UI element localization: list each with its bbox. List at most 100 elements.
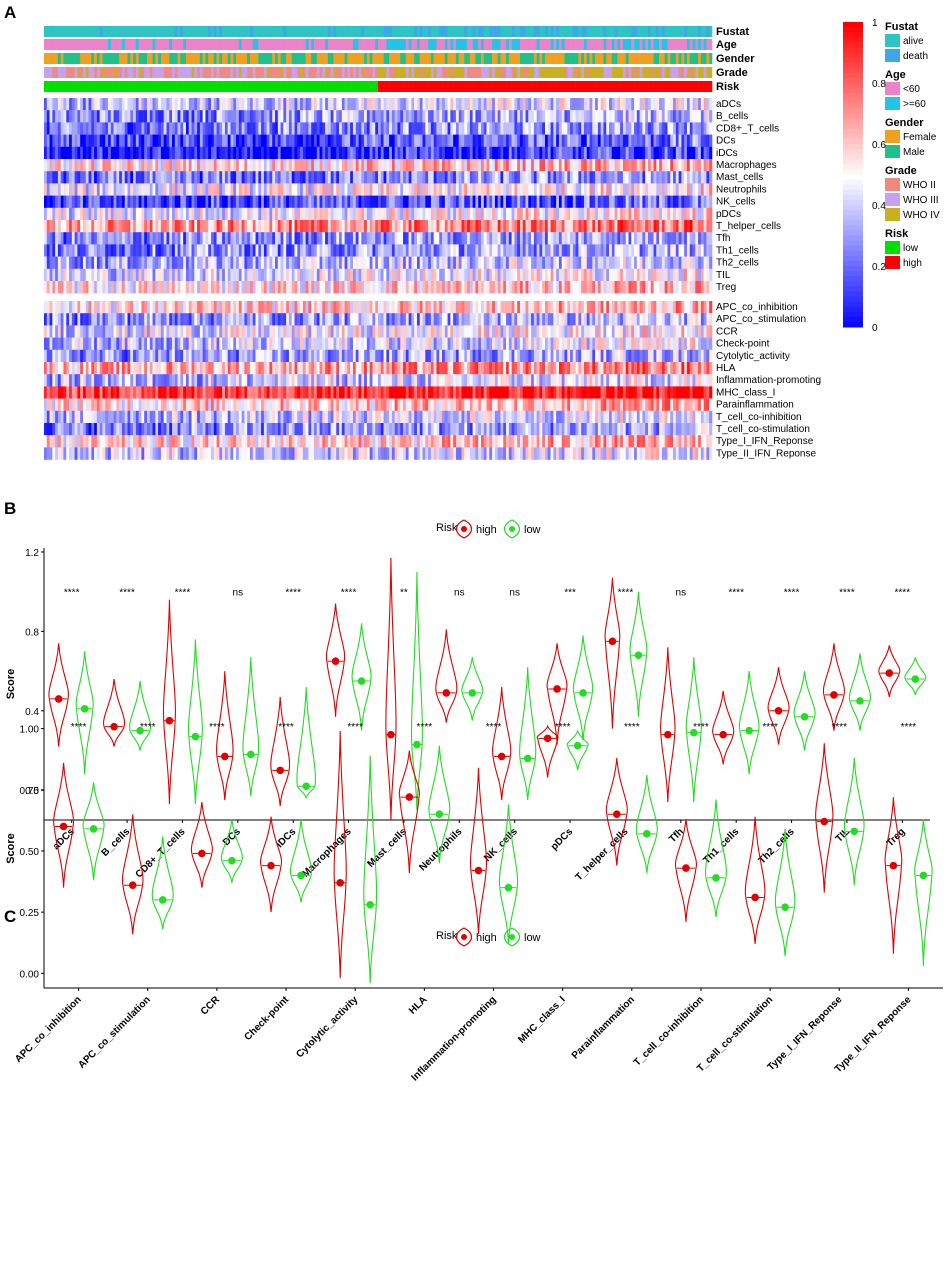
heatmap-cell — [183, 159, 187, 172]
heatmap-cell — [138, 232, 142, 245]
annotation-cell — [82, 67, 87, 78]
heatmap-cell — [99, 122, 103, 135]
heatmap-cell — [172, 232, 176, 245]
heatmap-cell — [639, 220, 643, 233]
heatmap-cell — [219, 171, 223, 184]
annotation-cell — [327, 39, 331, 50]
annotation-cell — [698, 53, 702, 64]
heatmap-cell — [489, 244, 493, 257]
heatmap-cell — [275, 110, 279, 123]
annotation-cell — [227, 53, 231, 64]
heatmap-cell — [330, 256, 334, 269]
heatmap-cell — [183, 134, 187, 147]
heatmap-cell — [508, 232, 512, 245]
heatmap-cell — [85, 232, 89, 245]
heatmap-cell — [583, 122, 588, 135]
heatmap-cell — [291, 244, 295, 257]
heatmap-cell — [52, 268, 56, 282]
heatmap-cell — [519, 268, 524, 282]
annotation-cell — [628, 67, 632, 78]
heatmap-cell — [428, 195, 432, 208]
heatmap-cell — [433, 232, 437, 245]
heatmap-cell — [227, 207, 231, 221]
annotation-cell — [394, 39, 398, 50]
heatmap-cell — [506, 171, 510, 184]
heatmap-cell — [609, 122, 613, 135]
heatmap-cell — [130, 98, 134, 111]
annotation-cell — [66, 26, 70, 37]
annotation-cell — [163, 53, 167, 64]
heatmap-cell — [208, 220, 212, 233]
heatmap-cell — [77, 220, 81, 233]
heatmap-cell — [364, 195, 368, 208]
heatmap-cell — [639, 183, 643, 196]
heatmap-cell — [550, 207, 554, 221]
heatmap-cell — [80, 159, 84, 172]
annotation-cell — [494, 39, 498, 50]
annotation-cell — [121, 53, 126, 64]
heatmap-cell — [447, 171, 451, 184]
heatmap-cell — [706, 122, 710, 135]
heatmap-cell — [344, 146, 348, 160]
heatmap-cell — [60, 207, 64, 221]
heatmap-cell — [275, 122, 279, 135]
heatmap-cell — [71, 244, 75, 257]
heatmap-cell — [681, 122, 685, 135]
heatmap-cell — [291, 122, 295, 135]
heatmap-cell — [550, 195, 554, 208]
heatmap-cell — [313, 134, 318, 147]
heatmap-cell — [625, 110, 629, 123]
heatmap-cell — [564, 281, 568, 294]
heatmap-cell — [533, 268, 537, 282]
heatmap-cell — [673, 207, 677, 221]
heatmap-cell — [570, 122, 574, 135]
heatmap-cell — [358, 183, 362, 196]
heatmap-cell — [366, 146, 370, 160]
heatmap-cell — [280, 98, 284, 111]
heatmap-cell — [55, 256, 59, 269]
heatmap-cell — [275, 244, 279, 257]
heatmap-cell — [288, 244, 293, 257]
annotation-cell — [49, 53, 53, 64]
heatmap-cell — [645, 122, 649, 135]
heatmap-cell — [188, 232, 192, 245]
heatmap-cell — [684, 98, 688, 111]
heatmap-cell — [414, 220, 418, 233]
heatmap-cell — [311, 207, 315, 221]
heatmap-cell — [483, 171, 487, 184]
heatmap-cell — [553, 195, 557, 208]
heatmap-cell — [130, 110, 134, 123]
heatmap-cell — [322, 122, 326, 135]
heatmap-cell — [686, 244, 691, 257]
annotation-cell — [222, 53, 226, 64]
annotation-cell — [52, 81, 56, 92]
heatmap-cell — [280, 268, 284, 282]
heatmap-cell — [224, 220, 228, 233]
annotation-cell — [542, 26, 546, 37]
heatmap-cell — [695, 244, 699, 257]
heatmap-cell — [202, 256, 206, 269]
heatmap-cell — [288, 281, 293, 294]
heatmap-cell — [411, 183, 415, 196]
heatmap-cell — [553, 134, 557, 147]
annotation-cell — [364, 39, 368, 50]
heatmap-cell — [60, 98, 64, 111]
heatmap-cell — [692, 110, 696, 123]
heatmap-cell — [689, 171, 693, 184]
heatmap-cell — [375, 146, 379, 160]
annotation-cell — [617, 26, 621, 37]
heatmap-cell — [486, 183, 490, 196]
heatmap-cell — [539, 98, 543, 111]
annotation-cell — [280, 67, 284, 78]
heatmap-cell — [483, 244, 487, 257]
heatmap-cell — [475, 244, 479, 257]
annotation-cell — [96, 53, 100, 64]
annotation-cell — [52, 67, 56, 78]
heatmap-cell — [361, 195, 365, 208]
annotation-cell — [169, 26, 173, 37]
heatmap-cell — [547, 171, 551, 184]
heatmap-cell — [130, 195, 134, 208]
heatmap-cell — [453, 98, 457, 111]
annotation-cell — [52, 26, 56, 37]
annotation-cell — [553, 39, 557, 50]
